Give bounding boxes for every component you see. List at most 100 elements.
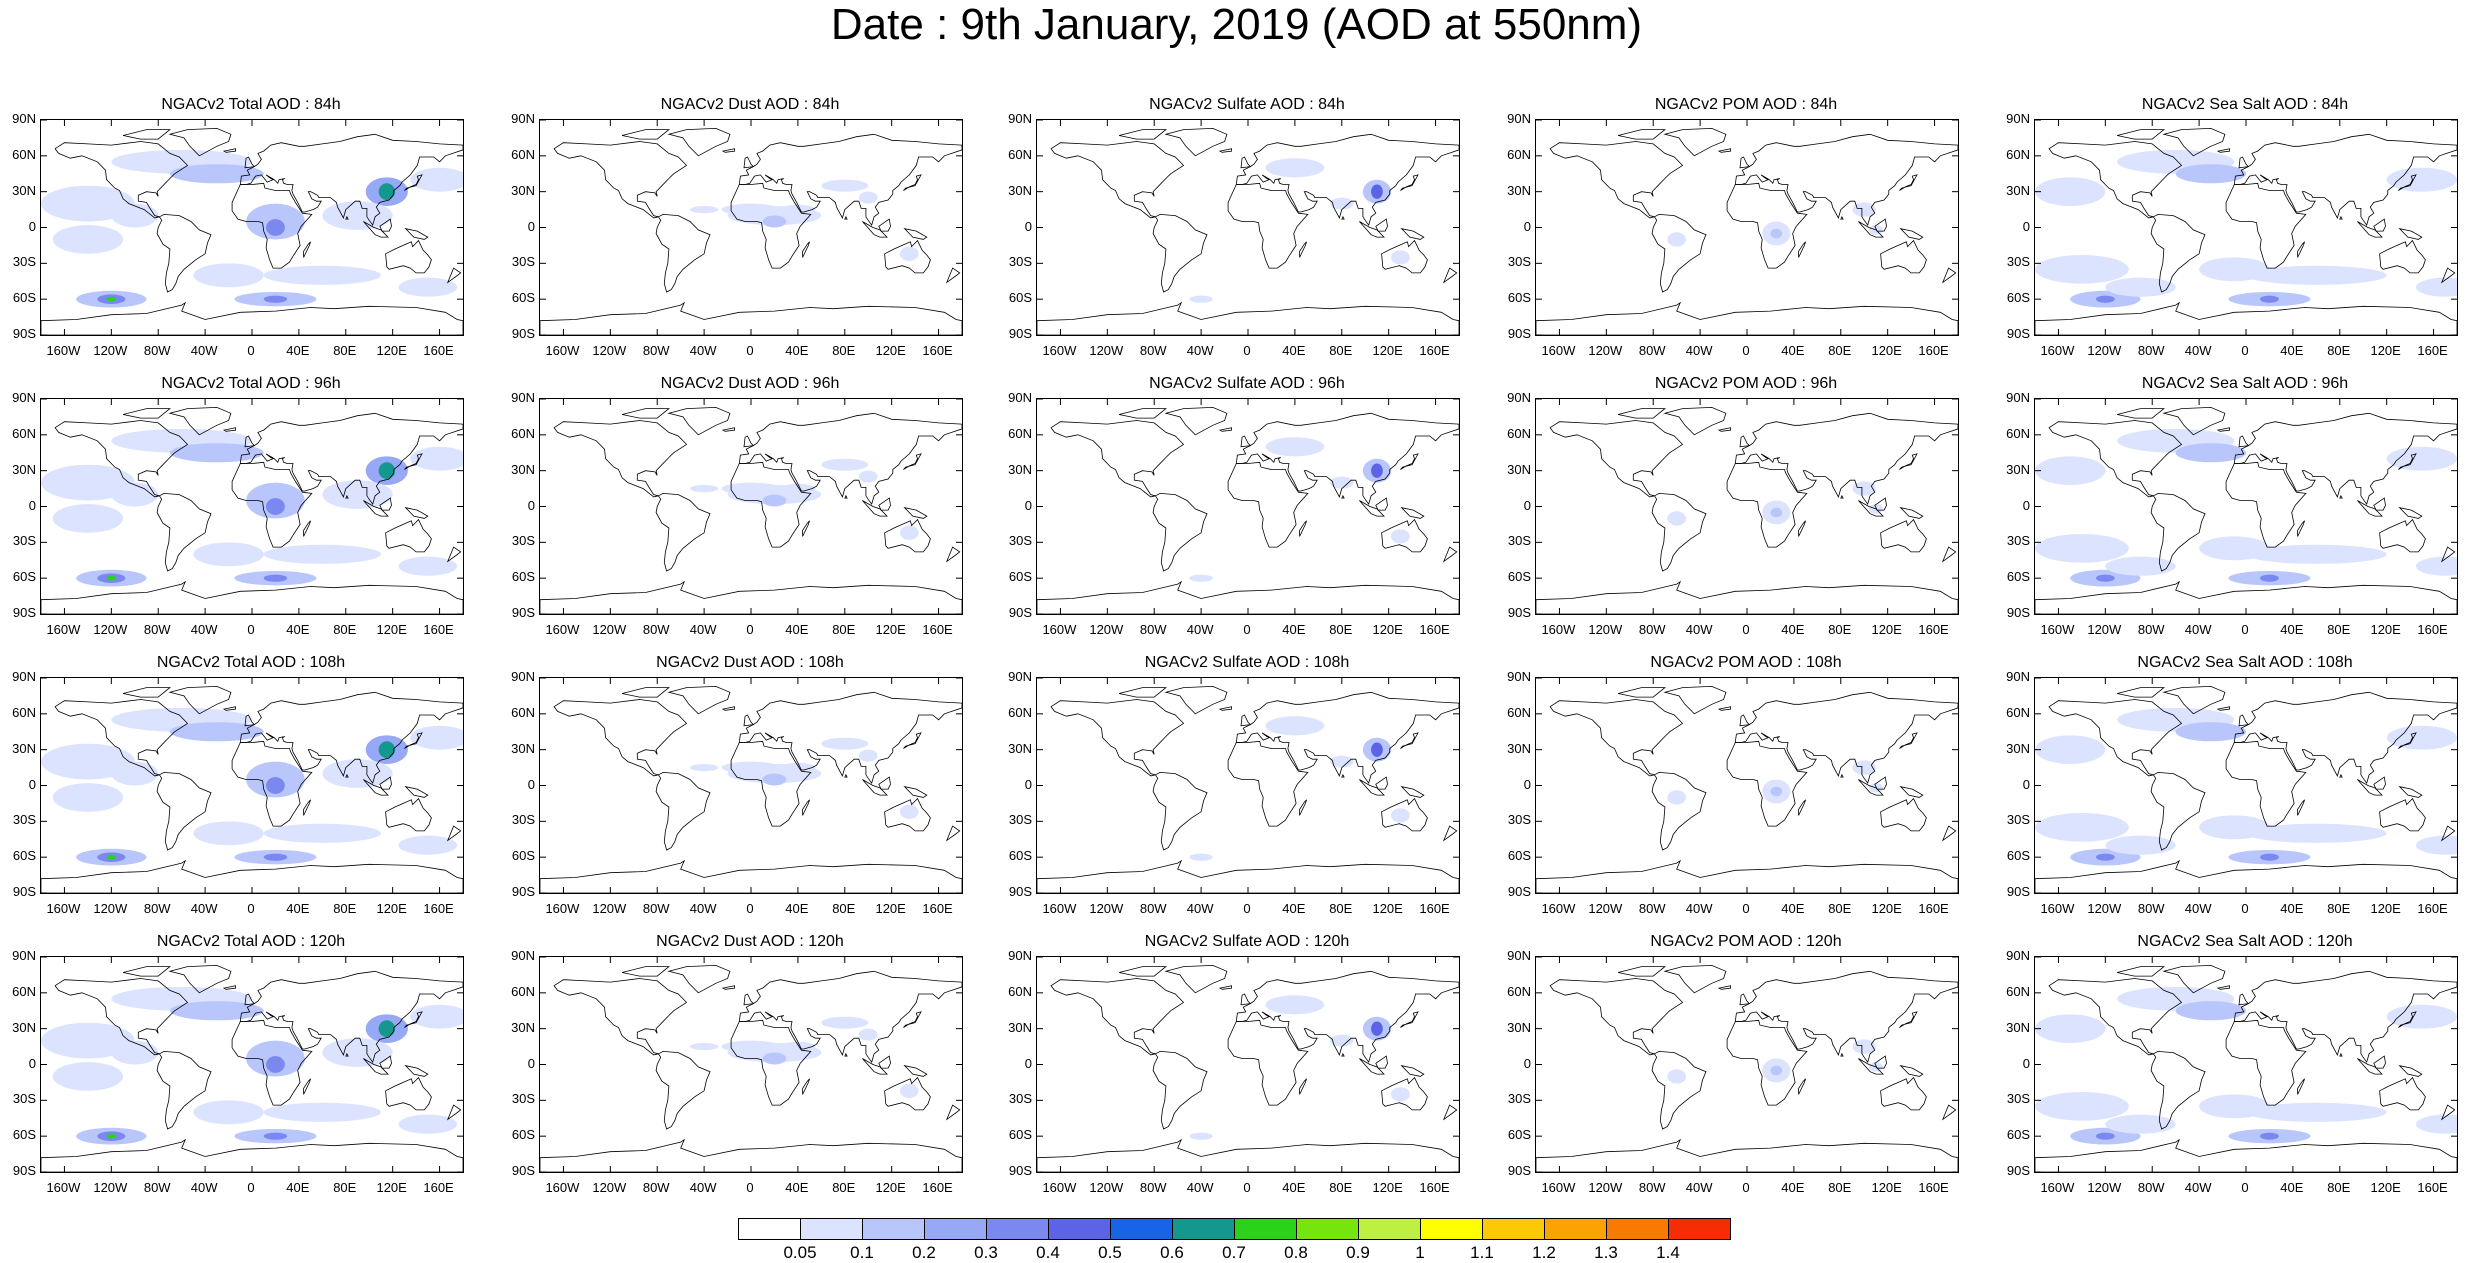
- lat-tick-label: 60N: [12, 425, 36, 441]
- map-panel: NGACv2 POM AOD : 120h 90N 60N 30N 0 30S 60S 90S…: [1507, 926, 1959, 1201]
- coastline-outline: [1734, 412, 1958, 505]
- lon-tick-label: 160W: [545, 343, 580, 358]
- coastline-outline: [2398, 174, 2417, 191]
- lon-tick-label: 160E: [1419, 622, 1450, 637]
- colorbar-swatch: [1420, 1218, 1483, 1240]
- coastline-outline: [1536, 580, 1958, 614]
- coastline-outline: [721, 706, 736, 711]
- coastline-outline: [1152, 771, 1208, 851]
- world-map: [1036, 398, 1460, 615]
- coastline-outline: [385, 518, 432, 553]
- lon-tick-label: 160W: [1042, 622, 1077, 637]
- lon-tick-label: 120W: [2087, 622, 2122, 637]
- lon-tick-label: 0: [247, 1180, 255, 1195]
- lat-tick-label: 90N: [12, 669, 36, 684]
- world-map: [1535, 677, 1959, 894]
- coastline-outline: [2035, 580, 2457, 614]
- lon-tick-label: 120W: [2087, 343, 2122, 358]
- lon-tick-label: 160W: [545, 622, 580, 637]
- map-panel: NGACv2 Sea Salt AOD : 84h 90N 60N 30N 0 30S 60…: [2006, 89, 2458, 364]
- colorbar-swatch: [1048, 1218, 1111, 1240]
- coastline-outline: [1119, 129, 1168, 140]
- lat-tick-label: 0: [1024, 776, 1032, 792]
- lon-tick-label: 120W: [592, 622, 627, 637]
- coastline-outline: [156, 492, 212, 572]
- coastline-outline: [667, 685, 731, 715]
- coastline-outline: [667, 964, 731, 994]
- lon-tick-label: 40E: [1781, 622, 1805, 637]
- lon-tick-label: 120W: [1089, 1180, 1124, 1195]
- colorbar-label: 0.3: [974, 1243, 998, 1262]
- colorbar-label: 0.1: [850, 1243, 874, 1262]
- aod-field-shape: [322, 480, 393, 509]
- lon-tick-label: 80E: [2327, 343, 2351, 358]
- lon-tick-label: 80W: [1638, 1180, 1666, 1195]
- coastline-outline: [379, 497, 392, 511]
- map-panel: NGACv2 Dust AOD : 108h 90N 60N 30N 0 30S 60S 90…: [511, 647, 963, 922]
- map-canvas: [1037, 678, 1459, 893]
- coastline-outline: [2216, 148, 2231, 153]
- lat-tick-label: 90N: [1507, 111, 1531, 126]
- lon-tick-label: 80E: [333, 1180, 357, 1195]
- aod-field-shape: [1667, 1069, 1687, 1084]
- lat-tick-label: 60N: [1008, 146, 1032, 162]
- coastline-outline: [1400, 228, 1425, 240]
- colorbar-swatch: [1172, 1218, 1235, 1240]
- coastline-outline: [54, 141, 189, 219]
- coastline-outline: [1037, 301, 1459, 335]
- aod-field-shape: [780, 762, 816, 773]
- aod-field-shape: [410, 725, 463, 750]
- coastline-outline: [385, 239, 432, 274]
- coastline-outline: [303, 1078, 311, 1095]
- map-canvas: [1037, 399, 1459, 614]
- coastline-outline: [2150, 213, 2206, 293]
- coastline-outline: [844, 215, 848, 220]
- coastline-outline: [878, 776, 891, 790]
- coastline-outline: [2339, 494, 2343, 499]
- aod-field-shape: [2095, 1132, 2115, 1140]
- aod-field-shape: [410, 167, 463, 192]
- coastline-outline: [2373, 497, 2386, 511]
- lat-tick-label: 90N: [2006, 111, 2030, 126]
- lon-tick-label: 80W: [642, 622, 670, 637]
- lon-tick-label: 0: [1742, 1180, 1750, 1195]
- lat-tick-label: 90S: [2006, 884, 2030, 899]
- lon-tick-label: 0: [2241, 901, 2249, 916]
- lon-tick-label: 80W: [2137, 1180, 2165, 1195]
- lon-tick-label: 40W: [2184, 1180, 2212, 1195]
- coastline-outline: [553, 141, 688, 219]
- lat-tick-label: 30S: [2006, 533, 2030, 549]
- lon-tick-label: 40E: [286, 1180, 310, 1195]
- coastline-outline: [1341, 215, 1345, 220]
- coastline-outline: [404, 786, 429, 798]
- lat-tick-label: 30N: [12, 461, 36, 477]
- coastline-outline: [1235, 133, 1459, 226]
- aod-field-shape: [2105, 556, 2176, 576]
- coastline-outline: [1152, 1050, 1208, 1130]
- coastline-outline: [156, 213, 212, 293]
- coastline-outline: [1717, 706, 1732, 711]
- coastline-outline: [1227, 182, 1309, 269]
- aod-field-shape: [690, 1043, 719, 1051]
- lon-tick-label: 160E: [423, 901, 454, 916]
- coastline-outline: [2373, 1055, 2386, 1069]
- coastline-outline: [446, 825, 462, 842]
- aod-field-shape: [780, 204, 816, 215]
- coastline-outline: [945, 267, 961, 284]
- coastline-outline: [1400, 732, 1419, 749]
- aod-field-shape: [2386, 725, 2457, 750]
- map-panel: NGACv2 Total AOD : 84h 90N 60N 30N 0 30S 60S 90…: [12, 89, 464, 364]
- coastline-outline: [1798, 241, 1806, 258]
- world-map: [2034, 956, 2458, 1173]
- coastline-outline: [1739, 714, 1751, 727]
- panel-title: NGACv2 Total AOD : 84h: [161, 96, 341, 113]
- coastline-outline: [1341, 773, 1345, 778]
- coastline-outline: [1734, 691, 1958, 784]
- lon-tick-label: 80E: [1828, 622, 1852, 637]
- aod-field-shape: [2246, 1102, 2387, 1122]
- coastline-outline: [903, 786, 928, 798]
- lat-tick-label: 30S: [2006, 812, 2030, 828]
- lon-tick-label: 160E: [1419, 343, 1450, 358]
- lon-tick-label: 160W: [1042, 901, 1077, 916]
- panel-title: NGACv2 POM AOD : 108h: [1650, 654, 1842, 671]
